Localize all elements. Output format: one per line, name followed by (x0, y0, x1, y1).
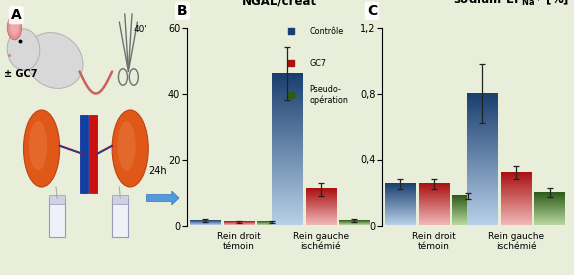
Bar (80, 116, 88, 192)
FancyArrow shape (146, 191, 179, 205)
Ellipse shape (7, 29, 40, 70)
Text: sodium EF$_{\mathregular{Na}^+}$ [%]: sodium EF$_{\mathregular{Na}^+}$ [%] (453, 0, 569, 8)
Text: B: B (177, 4, 188, 18)
Text: ± GC7: ± GC7 (3, 69, 37, 79)
Text: A: A (11, 8, 22, 22)
Bar (112, 198, 129, 236)
Ellipse shape (118, 121, 135, 170)
Ellipse shape (25, 33, 83, 88)
Ellipse shape (10, 19, 19, 36)
Text: 24h: 24h (148, 166, 166, 176)
Text: Contrôle: Contrôle (310, 27, 344, 36)
Bar (112, 195, 129, 204)
Ellipse shape (7, 15, 22, 40)
Text: NGAL/créat: NGAL/créat (242, 0, 317, 8)
Bar (88, 116, 97, 192)
Bar (49, 195, 65, 204)
Text: 40': 40' (134, 25, 148, 34)
Ellipse shape (112, 110, 148, 187)
Ellipse shape (29, 121, 47, 170)
Text: GC7: GC7 (310, 59, 327, 68)
Ellipse shape (24, 110, 60, 187)
Bar (49, 198, 65, 236)
Text: C: C (367, 4, 377, 18)
Text: Pseudo-
opération: Pseudo- opération (310, 85, 348, 105)
